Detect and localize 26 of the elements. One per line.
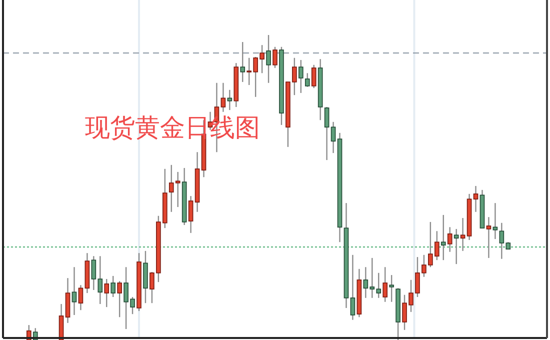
- candlestick: [473, 185, 478, 212]
- candlestick: [72, 266, 77, 316]
- candlestick: [188, 195, 194, 234]
- candlestick: [382, 266, 388, 302]
- candlestick: [350, 254, 356, 320]
- candlestick: [330, 121, 336, 154]
- candlestick: [486, 216, 492, 259]
- candlestick: [227, 89, 232, 111]
- candlestick: [272, 46, 278, 69]
- candlestick: [311, 64, 316, 89]
- candlestick: [447, 226, 452, 252]
- candlestick: [304, 72, 310, 88]
- candlestick: [389, 274, 394, 302]
- candlestick: [220, 82, 226, 112]
- candlestick: [110, 275, 116, 298]
- candlestick: [266, 34, 271, 84]
- candlestick: [460, 217, 466, 252]
- candlestick: [454, 228, 459, 265]
- candlestick: [78, 284, 84, 311]
- candlestick: [440, 214, 446, 261]
- candlestick: [298, 59, 304, 94]
- candlestick: [104, 278, 110, 308]
- candlestick: [117, 280, 122, 318]
- candlestick: [324, 106, 330, 161]
- candlestick: [492, 202, 498, 240]
- candlestick: [240, 41, 246, 83]
